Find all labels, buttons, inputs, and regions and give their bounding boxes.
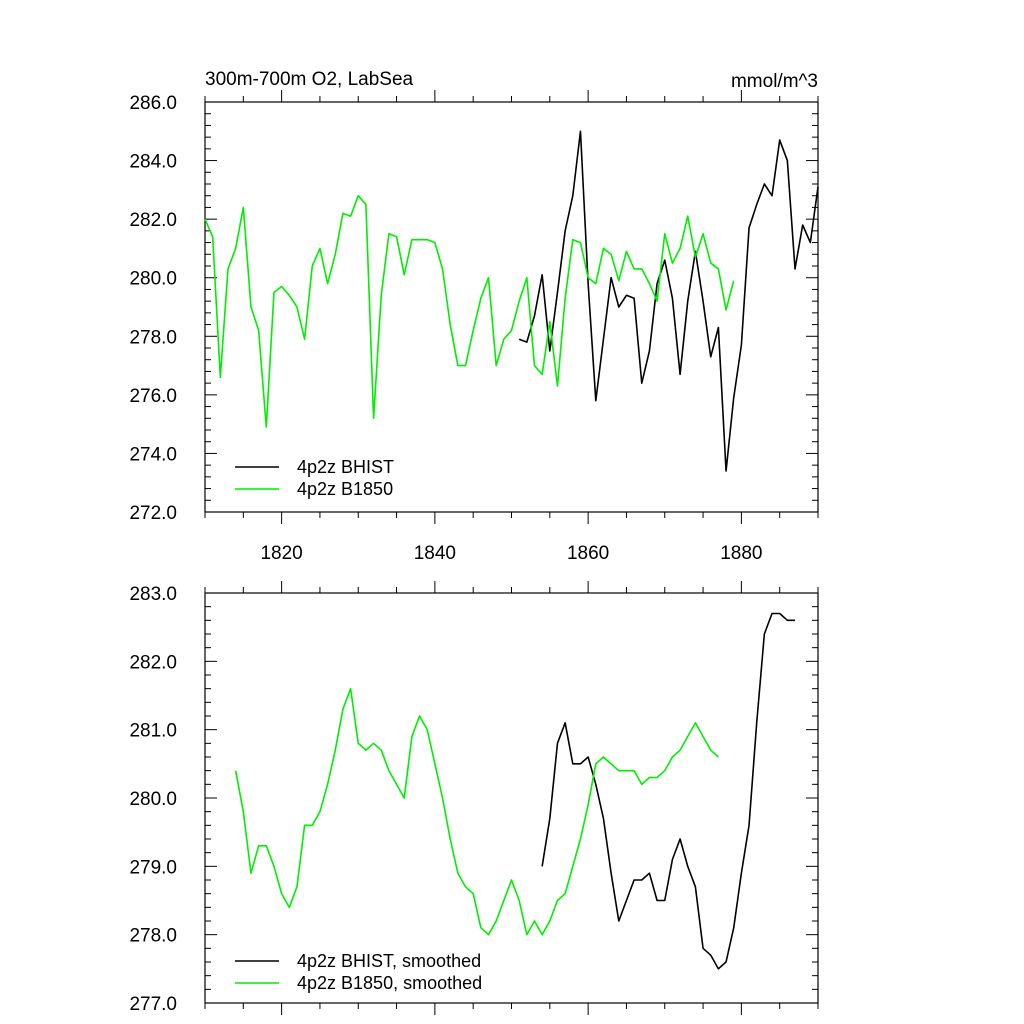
y-tick-label: 284.0 <box>129 152 177 173</box>
series-line-bhist <box>541 612 796 970</box>
y-tick-label: 277.0 <box>129 994 177 1015</box>
y-tick-label: 280.0 <box>129 789 177 810</box>
legend-label: 4p2z BHIST, smoothed <box>297 951 481 971</box>
legend-label: 4p2z B1850, smoothed <box>297 973 482 993</box>
y-tick-label: 272.0 <box>129 503 177 524</box>
bottom-panel: 277.0 278.0 279.0 280.0 281.0 282.0 283.0 4p2z … <box>129 581 819 1015</box>
top-panel: 272.0 274.0 276.0 278.0 280.0 282.0 284.0 286.0… <box>129 69 819 564</box>
x-tick-label: 1840 <box>414 543 456 564</box>
series-line-bhist <box>518 130 819 472</box>
y-tick-label: 286.0 <box>129 93 177 114</box>
legend-label: 4p2z B1850 <box>297 479 393 499</box>
x-tick-label: 1880 <box>720 543 762 564</box>
y-tick-label: 278.0 <box>129 926 177 947</box>
legend-label: 4p2z BHIST <box>297 457 394 477</box>
chart-title: 300m-700m O2, LabSea <box>205 69 414 90</box>
plot-frame <box>204 592 819 1004</box>
y-tick-label: 278.0 <box>129 327 177 348</box>
y-tick-label: 282.0 <box>129 210 177 231</box>
units-label: mmol/m^3 <box>731 71 818 92</box>
x-tick-label: 1860 <box>567 543 609 564</box>
x-tick-label: 1820 <box>260 543 302 564</box>
y-tick-label: 274.0 <box>129 444 177 465</box>
y-tick-label: 276.0 <box>129 386 177 407</box>
y-tick-label: 279.0 <box>129 857 177 878</box>
y-tick-label: 280.0 <box>129 269 177 290</box>
y-tick-label: 281.0 <box>129 721 177 742</box>
series-line-b1850 <box>234 687 719 936</box>
y-tick-label: 282.0 <box>129 652 177 673</box>
y-tick-label: 283.0 <box>129 584 177 605</box>
series-line-b1850 <box>204 194 735 428</box>
